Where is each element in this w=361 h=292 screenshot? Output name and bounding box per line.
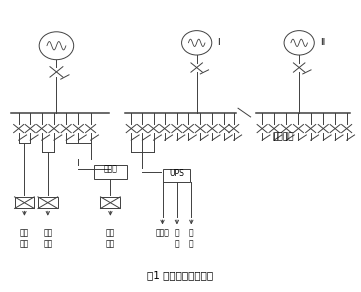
Text: 应急
照明: 应急 照明 — [106, 229, 115, 248]
Bar — [94, 165, 127, 179]
Text: 切换箱: 切换箱 — [104, 165, 117, 174]
Text: 图1 消防电源配电系统: 图1 消防电源配电系统 — [147, 270, 214, 280]
Text: II: II — [320, 38, 325, 47]
Text: 普通负载: 普通负载 — [272, 133, 294, 142]
Text: 消防
电梯: 消防 电梯 — [20, 229, 29, 248]
Bar — [164, 168, 190, 182]
Bar — [38, 197, 58, 208]
Text: UPS: UPS — [169, 169, 184, 178]
Text: 通
信: 通 信 — [189, 229, 193, 248]
Bar — [14, 197, 34, 208]
Text: 消防
水泵: 消防 水泵 — [43, 229, 52, 248]
Bar — [100, 197, 120, 208]
Text: 计算机: 计算机 — [156, 229, 169, 238]
Text: 火
警: 火 警 — [175, 229, 179, 248]
Text: I: I — [217, 38, 220, 47]
